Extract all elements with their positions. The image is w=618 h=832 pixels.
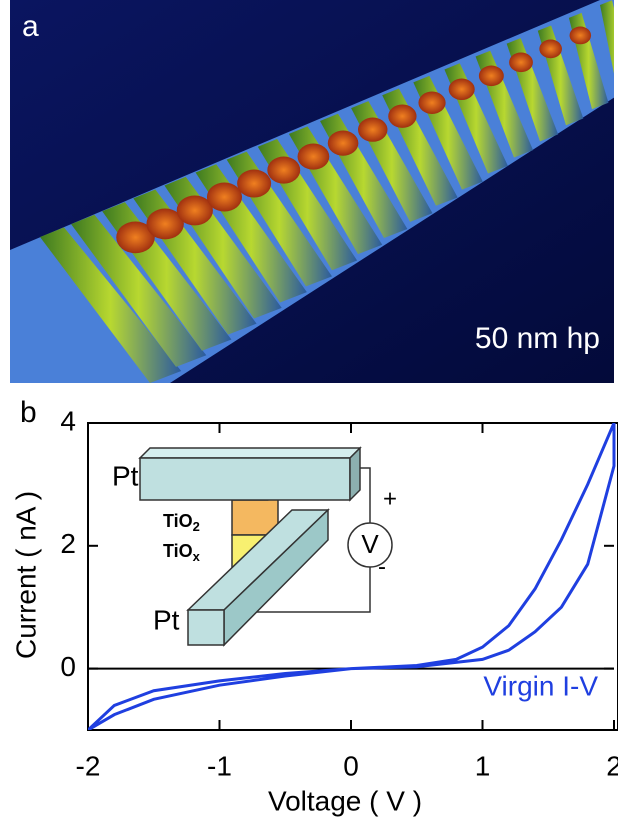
x-tick-label: 0	[343, 750, 359, 781]
y-axis-title: Current ( nA )	[10, 491, 41, 659]
pad	[539, 40, 562, 59]
top-electrode-side	[350, 448, 360, 500]
pad	[358, 118, 387, 142]
pad	[570, 27, 592, 45]
figure: a 50 nm hp b Pt Pt TiO2 TiOx V + - Volta…	[0, 0, 618, 827]
top-electrode-front	[140, 458, 350, 500]
pad	[207, 183, 242, 212]
layer-label: TiO2	[163, 511, 200, 535]
panel-label: a	[22, 10, 39, 43]
layer-label: TiOx	[163, 541, 201, 565]
polarity-label: +	[383, 485, 397, 512]
x-tick-label: -2	[76, 750, 101, 781]
source-label: V	[361, 529, 379, 559]
panel-label: b	[20, 396, 37, 429]
pad	[267, 157, 300, 184]
x-tick-label: 1	[475, 750, 491, 781]
pad	[418, 92, 445, 114]
x-tick-label: -1	[207, 750, 232, 781]
bottom-electrode-end	[188, 610, 224, 645]
pad	[298, 144, 330, 170]
electrode-label: Pt	[153, 604, 180, 635]
series-label: Virgin I-V	[483, 670, 598, 701]
pad	[509, 53, 533, 73]
x-tick-label: 2	[606, 750, 618, 781]
electrode-label: Pt	[112, 460, 139, 491]
y-tick-label: 2	[60, 528, 76, 559]
pad	[449, 79, 475, 100]
pad	[479, 66, 504, 87]
polarity-label: -	[378, 553, 386, 580]
top-electrode-top	[140, 448, 360, 458]
y-tick-label: 4	[60, 405, 76, 436]
x-axis-title: Voltage ( V )	[268, 785, 422, 816]
scale-label: 50 nm hp	[475, 322, 600, 355]
y-tick-label: 0	[60, 651, 76, 682]
pad	[328, 131, 359, 156]
pad	[237, 170, 271, 198]
pad	[388, 105, 416, 128]
